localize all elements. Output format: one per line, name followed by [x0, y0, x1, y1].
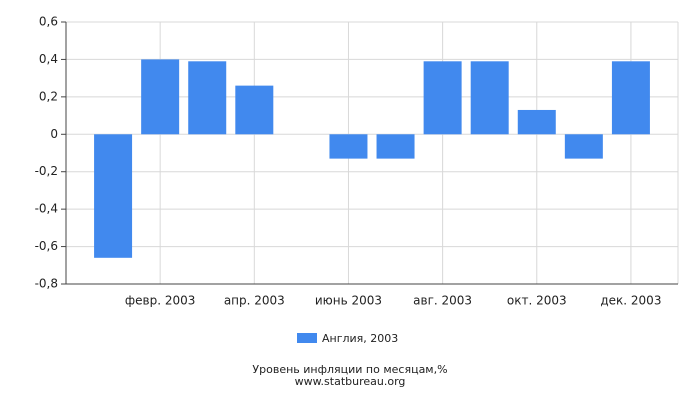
- y-tick-label: 0,4: [39, 52, 58, 66]
- y-tick-label: 0,6: [39, 15, 58, 29]
- y-tick-label: 0: [50, 127, 58, 141]
- y-tick-label: 0,2: [39, 89, 58, 103]
- x-tick-label: февр. 2003: [125, 294, 196, 308]
- legend-swatch: [297, 333, 317, 343]
- footer-title: Уровень инфляции по месяцам,%: [252, 363, 447, 376]
- bar: [235, 85, 274, 135]
- bar: [564, 134, 603, 159]
- bar: [611, 61, 650, 135]
- x-tick-label: дек. 2003: [600, 294, 661, 308]
- x-tick-label: окт. 2003: [507, 294, 567, 308]
- y-tick-label: -0,8: [35, 277, 58, 291]
- bar: [329, 134, 368, 159]
- bar: [188, 61, 227, 135]
- y-tick-label: -0,6: [35, 239, 58, 253]
- footer-source: www.statbureau.org: [295, 375, 406, 388]
- bar: [470, 61, 509, 135]
- bar: [423, 61, 462, 135]
- bar: [141, 59, 180, 135]
- bar: [94, 134, 133, 258]
- x-tick-label: июнь 2003: [315, 294, 382, 308]
- y-tick-label: -0,2: [35, 164, 58, 178]
- bar: [376, 134, 415, 159]
- bar: [517, 109, 556, 135]
- x-tick-label: апр. 2003: [224, 294, 285, 308]
- y-tick-label: -0,4: [35, 202, 58, 216]
- legend-label: Англия, 2003: [322, 332, 398, 345]
- x-tick-label: авг. 2003: [413, 294, 472, 308]
